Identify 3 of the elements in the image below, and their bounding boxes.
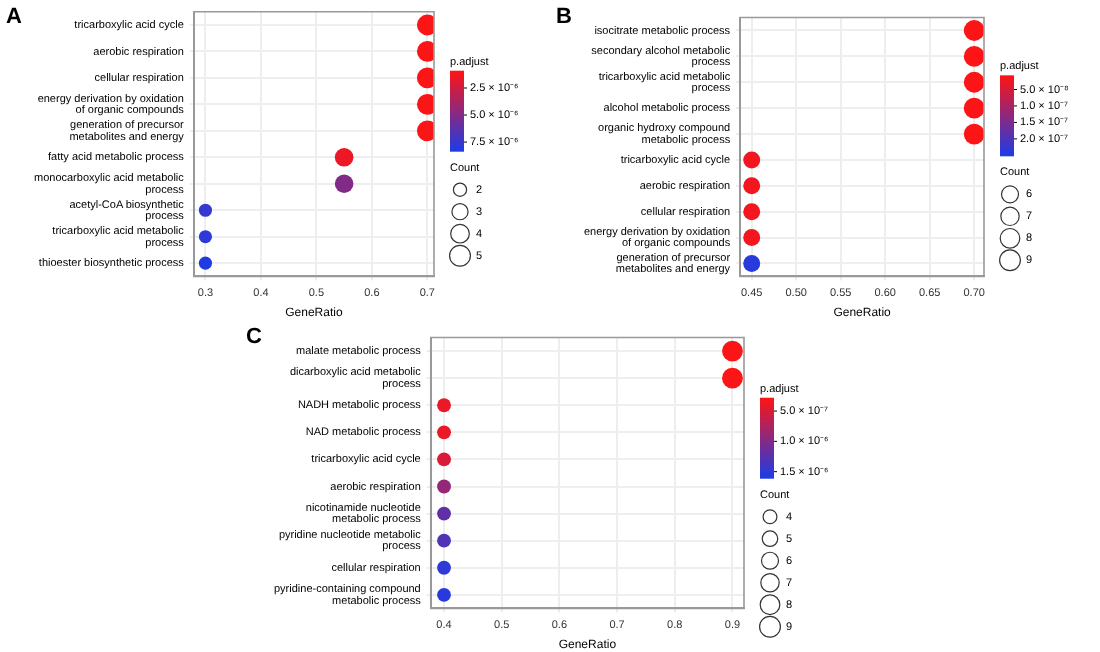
text: A [6,5,22,30]
text: C [246,325,262,350]
text: B [556,5,572,30]
